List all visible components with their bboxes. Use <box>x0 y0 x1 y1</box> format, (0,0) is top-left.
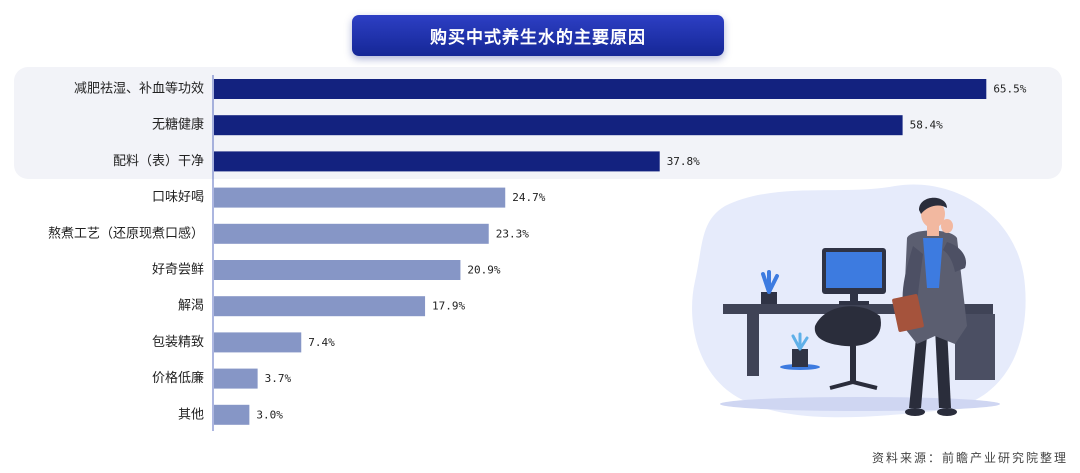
bar <box>214 151 660 172</box>
floor-shadow <box>720 397 1000 411</box>
category-label: 价格低廉 <box>152 370 204 386</box>
category-label: 配料（表）干净 <box>113 154 204 169</box>
monitor <box>822 248 886 305</box>
floor-plant <box>780 332 820 370</box>
standing-person <box>892 197 967 416</box>
bar <box>214 368 258 389</box>
bar <box>214 79 987 99</box>
bar <box>214 223 489 244</box>
desk-plant <box>761 270 779 304</box>
category-label: 无糖健康 <box>152 117 204 133</box>
office-illustration <box>692 184 1026 418</box>
chart-title: 购买中式养生水的主要原因 <box>352 15 724 56</box>
category-label: 口味好喝 <box>152 190 204 205</box>
category-label: 熬煮工艺（还原现煮口感） <box>48 225 204 241</box>
value-label: 7.4% <box>308 336 335 349</box>
value-label: 20.9% <box>467 264 500 277</box>
bar <box>214 404 250 425</box>
bar <box>214 332 302 353</box>
category-label: 减肥祛湿、补血等功效 <box>74 81 204 97</box>
value-label: 3.0% <box>256 408 283 421</box>
bar <box>214 296 426 317</box>
source-note: 资料来源：前瞻产业研究院整理 <box>871 451 1068 465</box>
value-label: 23.3% <box>496 227 529 240</box>
value-label: 24.7% <box>512 191 545 204</box>
category-label: 好奇尝鲜 <box>152 262 204 278</box>
value-label: 65.5% <box>993 83 1026 96</box>
bar <box>214 187 506 208</box>
value-label: 37.8% <box>667 155 700 168</box>
category-label: 其他 <box>178 407 204 422</box>
bar <box>214 260 461 280</box>
office-chair <box>814 306 881 390</box>
category-label: 包装精致 <box>152 335 204 350</box>
value-label: 3.7% <box>265 372 292 385</box>
value-label: 17.9% <box>432 300 465 313</box>
category-label: 解渴 <box>178 299 204 314</box>
bar <box>214 115 903 136</box>
value-label: 58.4% <box>910 119 943 132</box>
